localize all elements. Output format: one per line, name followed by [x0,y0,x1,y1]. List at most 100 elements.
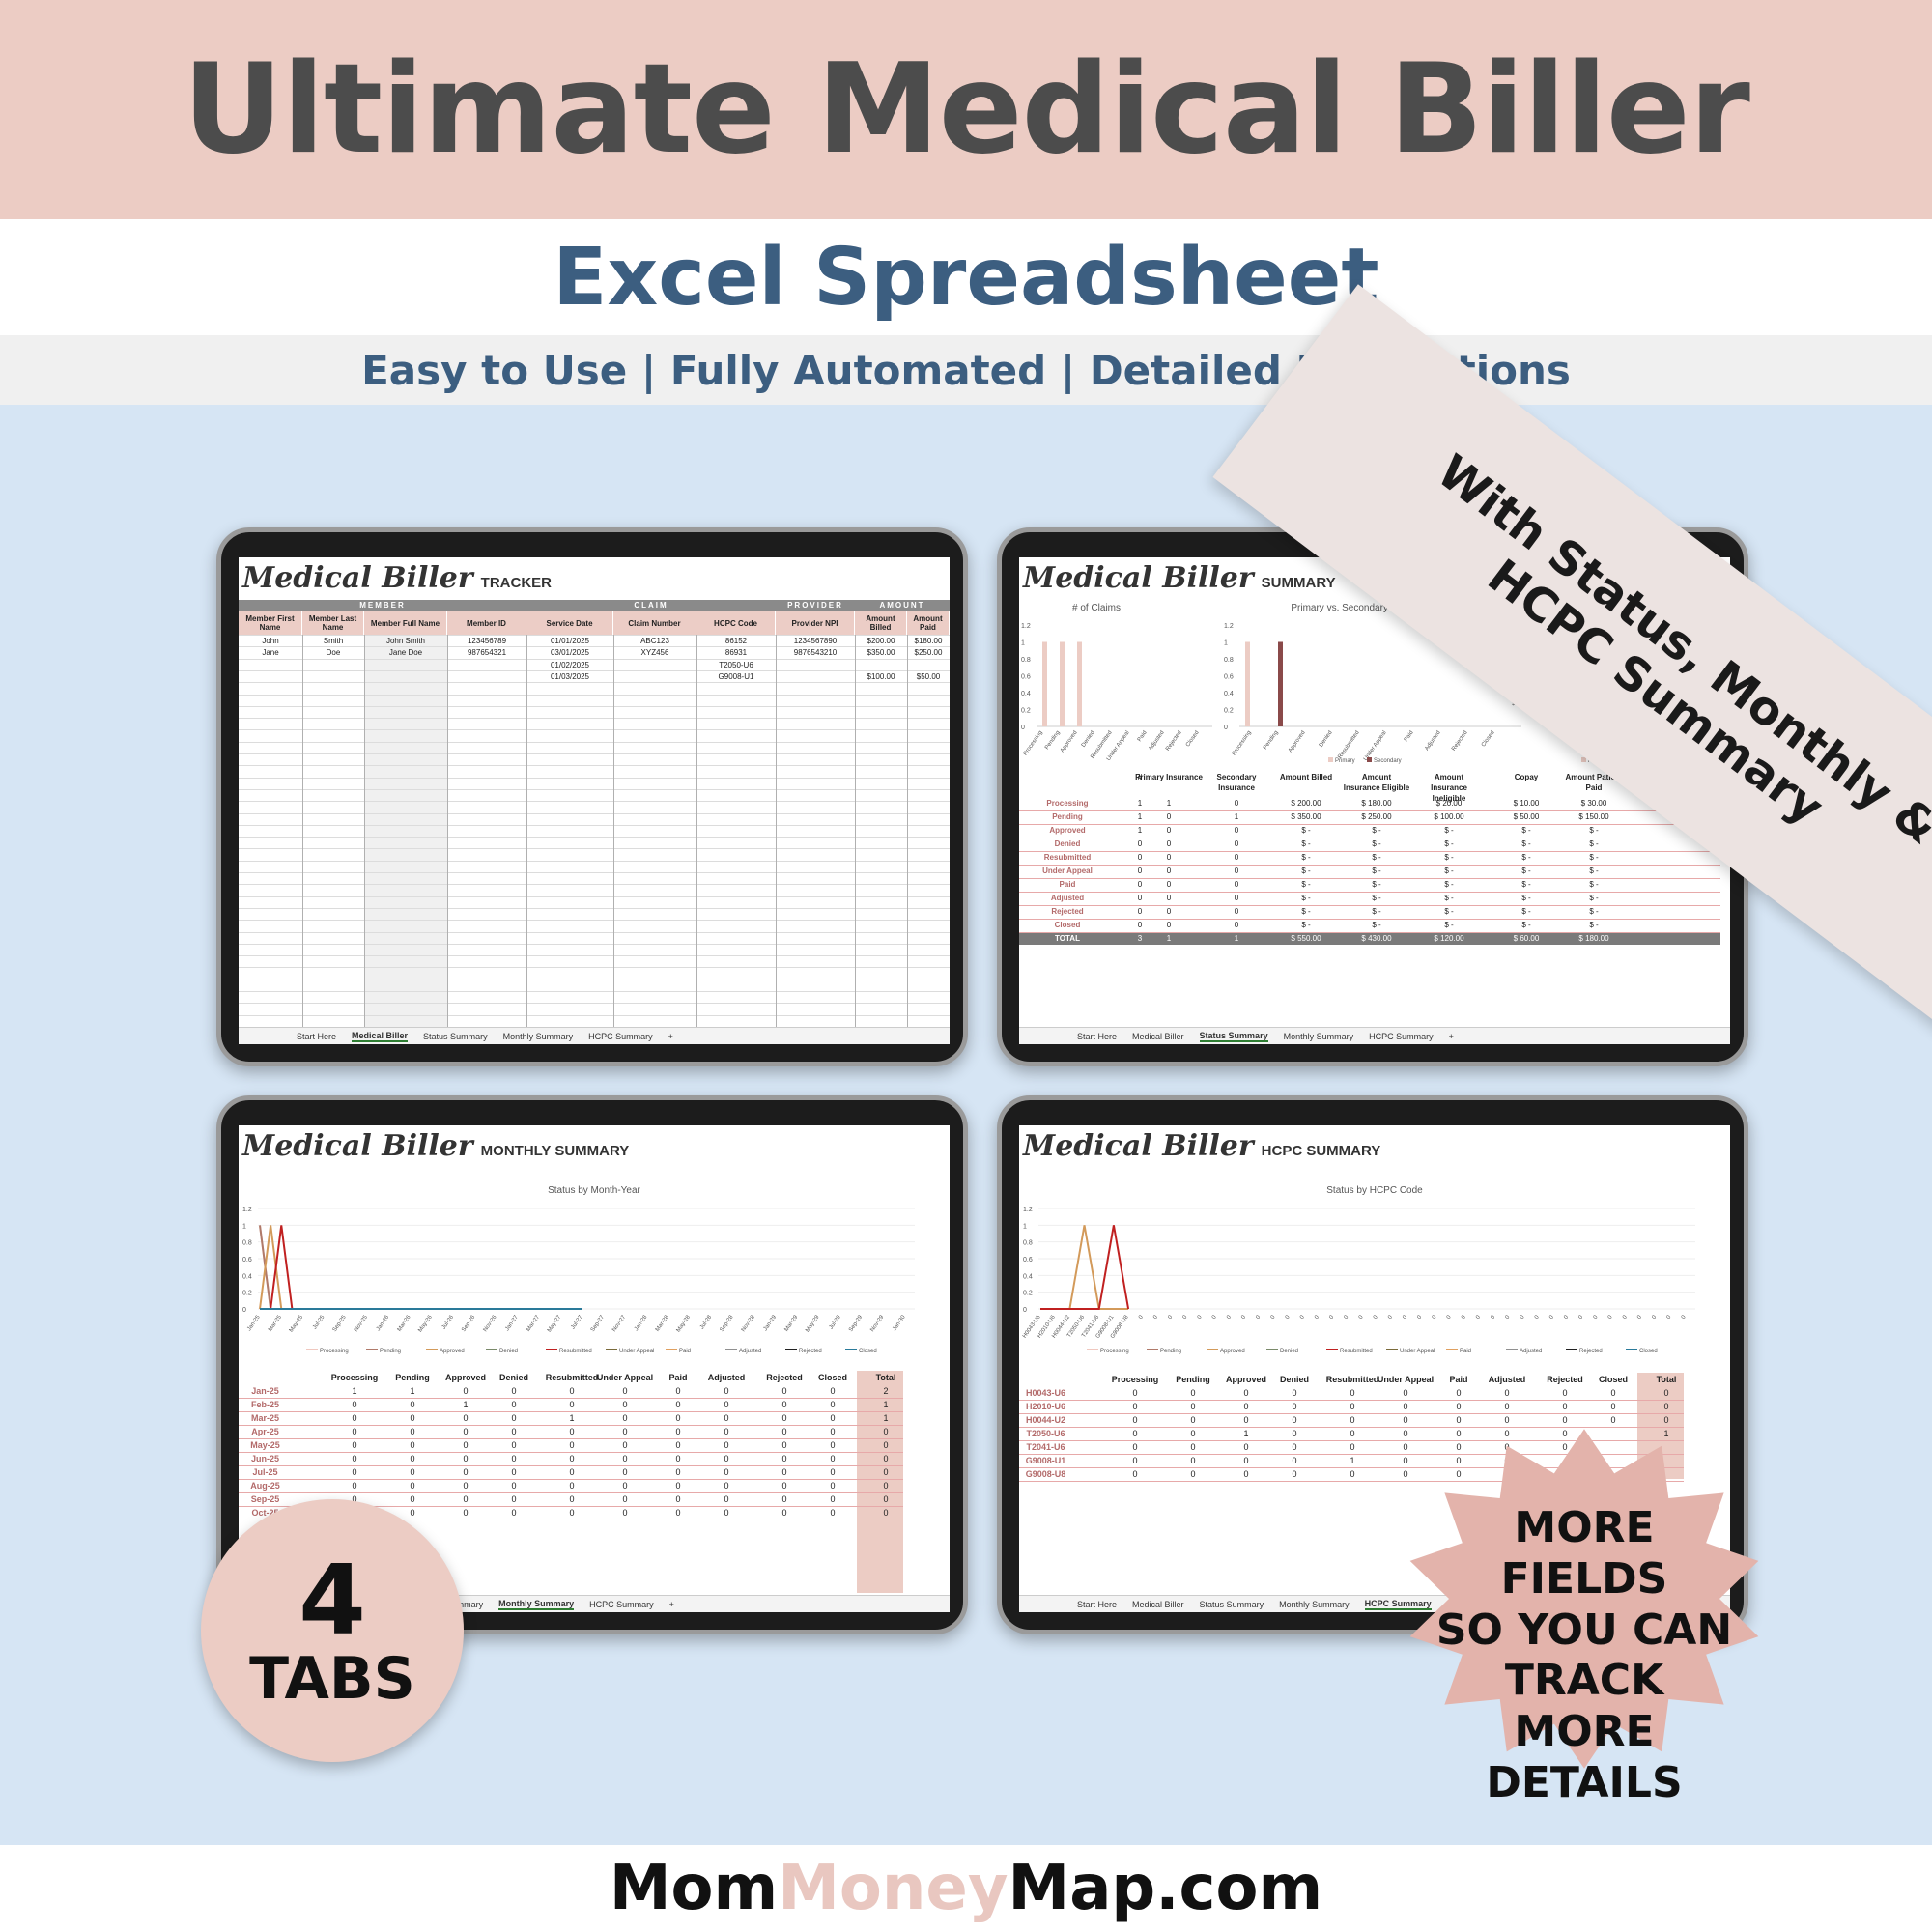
monthly-cell[interactable]: 0 [410,1413,415,1423]
monthly-cell[interactable]: 0 [410,1508,415,1518]
column-header[interactable]: Claim Number [613,611,696,635]
status-cell[interactable]: $ - [1372,907,1381,916]
hcpc-cell[interactable]: 0 [1132,1388,1138,1398]
sheet-tab-0[interactable]: Start Here [1077,1599,1118,1609]
status-cell[interactable]: $ 550.00 [1291,934,1321,943]
hcpc-cell[interactable]: 0 [1292,1442,1297,1452]
monthly-cell[interactable]: 0 [463,1481,469,1491]
hcpc-cell[interactable]: 0 [1504,1415,1510,1425]
monthly-cell[interactable]: 0 [622,1427,628,1436]
status-cell[interactable]: $ - [1589,921,1599,929]
monthly-cell[interactable]: 0 [463,1427,469,1436]
monthly-cell[interactable]: 0 [511,1454,517,1463]
monthly-cell[interactable]: 0 [781,1508,787,1518]
monthly-cell[interactable]: 0 [410,1467,415,1477]
status-cell[interactable]: $ - [1521,921,1531,929]
table-cell[interactable]: G9008-U1 [718,671,754,681]
status-cell[interactable]: 0 [1234,853,1239,862]
hcpc-cell[interactable]: 0 [1456,1469,1462,1479]
hcpc-cell[interactable]: 0 [1190,1388,1196,1398]
table-cell[interactable]: 1234567890 [793,637,838,645]
sheet-tab-2[interactable]: Status Summary [1199,1599,1264,1609]
hcpc-cell[interactable]: 0 [1243,1469,1249,1479]
monthly-cell[interactable]: 0 [569,1481,575,1491]
status-cell[interactable]: $ - [1301,894,1311,902]
hcpc-cell[interactable]: 1 [1663,1429,1669,1438]
monthly-cell[interactable]: 0 [883,1467,889,1477]
monthly-cell[interactable]: 0 [622,1400,628,1409]
table-cell[interactable]: 987654321 [467,648,507,658]
monthly-cell[interactable]: 1 [352,1386,357,1396]
monthly-cell[interactable]: 0 [830,1494,836,1504]
monthly-cell[interactable]: 0 [410,1481,415,1491]
sheet-tab-4[interactable]: HCPC Summary [1369,1031,1434,1041]
table-cell[interactable]: Jane [262,648,279,658]
table-cell[interactable]: Doe [326,648,341,658]
sheet-tab-0[interactable]: Start Here [1077,1031,1118,1041]
hcpc-cell[interactable]: 0 [1132,1415,1138,1425]
monthly-cell[interactable]: 0 [410,1494,415,1504]
monthly-cell[interactable]: 0 [724,1454,729,1463]
hcpc-cell[interactable]: 0 [1243,1442,1249,1452]
column-header[interactable]: Service Date [526,611,613,635]
sheet-tab-3[interactable]: Monthly Summary [498,1598,575,1610]
monthly-cell[interactable]: 0 [569,1386,575,1396]
monthly-cell[interactable]: 0 [352,1454,357,1463]
status-cell[interactable]: $ 250.00 [1361,812,1392,821]
table-cell[interactable]: $180.00 [914,637,943,645]
status-cell[interactable]: $ 20.00 [1435,799,1463,808]
monthly-cell[interactable]: 0 [781,1400,787,1409]
status-cell[interactable]: $ 200.00 [1291,799,1321,808]
hcpc-cell[interactable]: 0 [1292,1456,1297,1465]
status-cell[interactable]: 0 [1166,907,1172,916]
monthly-cell[interactable]: 0 [883,1494,889,1504]
monthly-cell[interactable]: 0 [352,1481,357,1491]
monthly-cell[interactable]: 0 [781,1494,787,1504]
monthly-cell[interactable]: 0 [569,1467,575,1477]
monthly-cell[interactable]: 0 [724,1413,729,1423]
table-cell[interactable]: 86152 [724,637,748,645]
sheet-tab-3[interactable]: Monthly Summary [1283,1031,1354,1041]
monthly-cell[interactable]: 0 [622,1508,628,1518]
monthly-cell[interactable]: 0 [463,1413,469,1423]
status-cell[interactable]: $ - [1301,907,1311,916]
monthly-cell[interactable]: 0 [463,1467,469,1477]
monthly-cell[interactable]: 0 [511,1440,517,1450]
footer-url[interactable]: MomMoneyMap.com [610,1853,1322,1924]
monthly-cell[interactable]: 0 [511,1467,517,1477]
hcpc-cell[interactable]: 0 [1504,1429,1510,1438]
sheet-tab-1[interactable]: Medical Biller [352,1030,409,1042]
monthly-cell[interactable]: 0 [883,1481,889,1491]
hcpc-cell[interactable]: 0 [1403,1456,1408,1465]
status-cell[interactable]: 0 [1234,921,1239,929]
hcpc-cell[interactable]: 0 [1190,1429,1196,1438]
status-cell[interactable]: 0 [1234,894,1239,902]
hcpc-cell[interactable]: 0 [1456,1415,1462,1425]
hcpc-cell[interactable]: 0 [1350,1429,1355,1438]
status-cell[interactable]: 1 [1137,812,1143,821]
status-cell[interactable]: 0 [1234,907,1239,916]
hcpc-cell[interactable]: 0 [1190,1469,1196,1479]
monthly-cell[interactable]: 0 [511,1427,517,1436]
status-cell[interactable]: $ - [1589,826,1599,835]
status-cell[interactable]: $ - [1589,894,1599,902]
hcpc-cell[interactable]: 0 [1132,1402,1138,1411]
status-cell[interactable]: $ - [1444,839,1454,848]
monthly-cell[interactable]: 0 [781,1454,787,1463]
status-cell[interactable]: $ - [1444,826,1454,835]
sheet-tab-2[interactable]: Status Summary [1199,1030,1268,1042]
sheet-tab-4[interactable]: HCPC Summary [1364,1598,1432,1610]
hcpc-cell[interactable]: 0 [1132,1469,1138,1479]
hcpc-cell[interactable]: 0 [1350,1415,1355,1425]
sheet-tab-1[interactable]: Medical Biller [1132,1031,1184,1041]
table-cell[interactable]: 01/01/2025 [550,637,590,645]
column-header[interactable]: Provider NPI [776,611,855,635]
status-cell[interactable]: $ 30.00 [1580,799,1607,808]
status-cell[interactable]: $ - [1301,880,1311,889]
monthly-cell[interactable]: 0 [622,1454,628,1463]
status-cell[interactable]: 0 [1166,812,1172,821]
monthly-cell[interactable]: 0 [410,1427,415,1436]
monthly-cell[interactable]: 0 [463,1494,469,1504]
status-cell[interactable]: 0 [1166,839,1172,848]
status-cell[interactable]: $ - [1521,839,1531,848]
